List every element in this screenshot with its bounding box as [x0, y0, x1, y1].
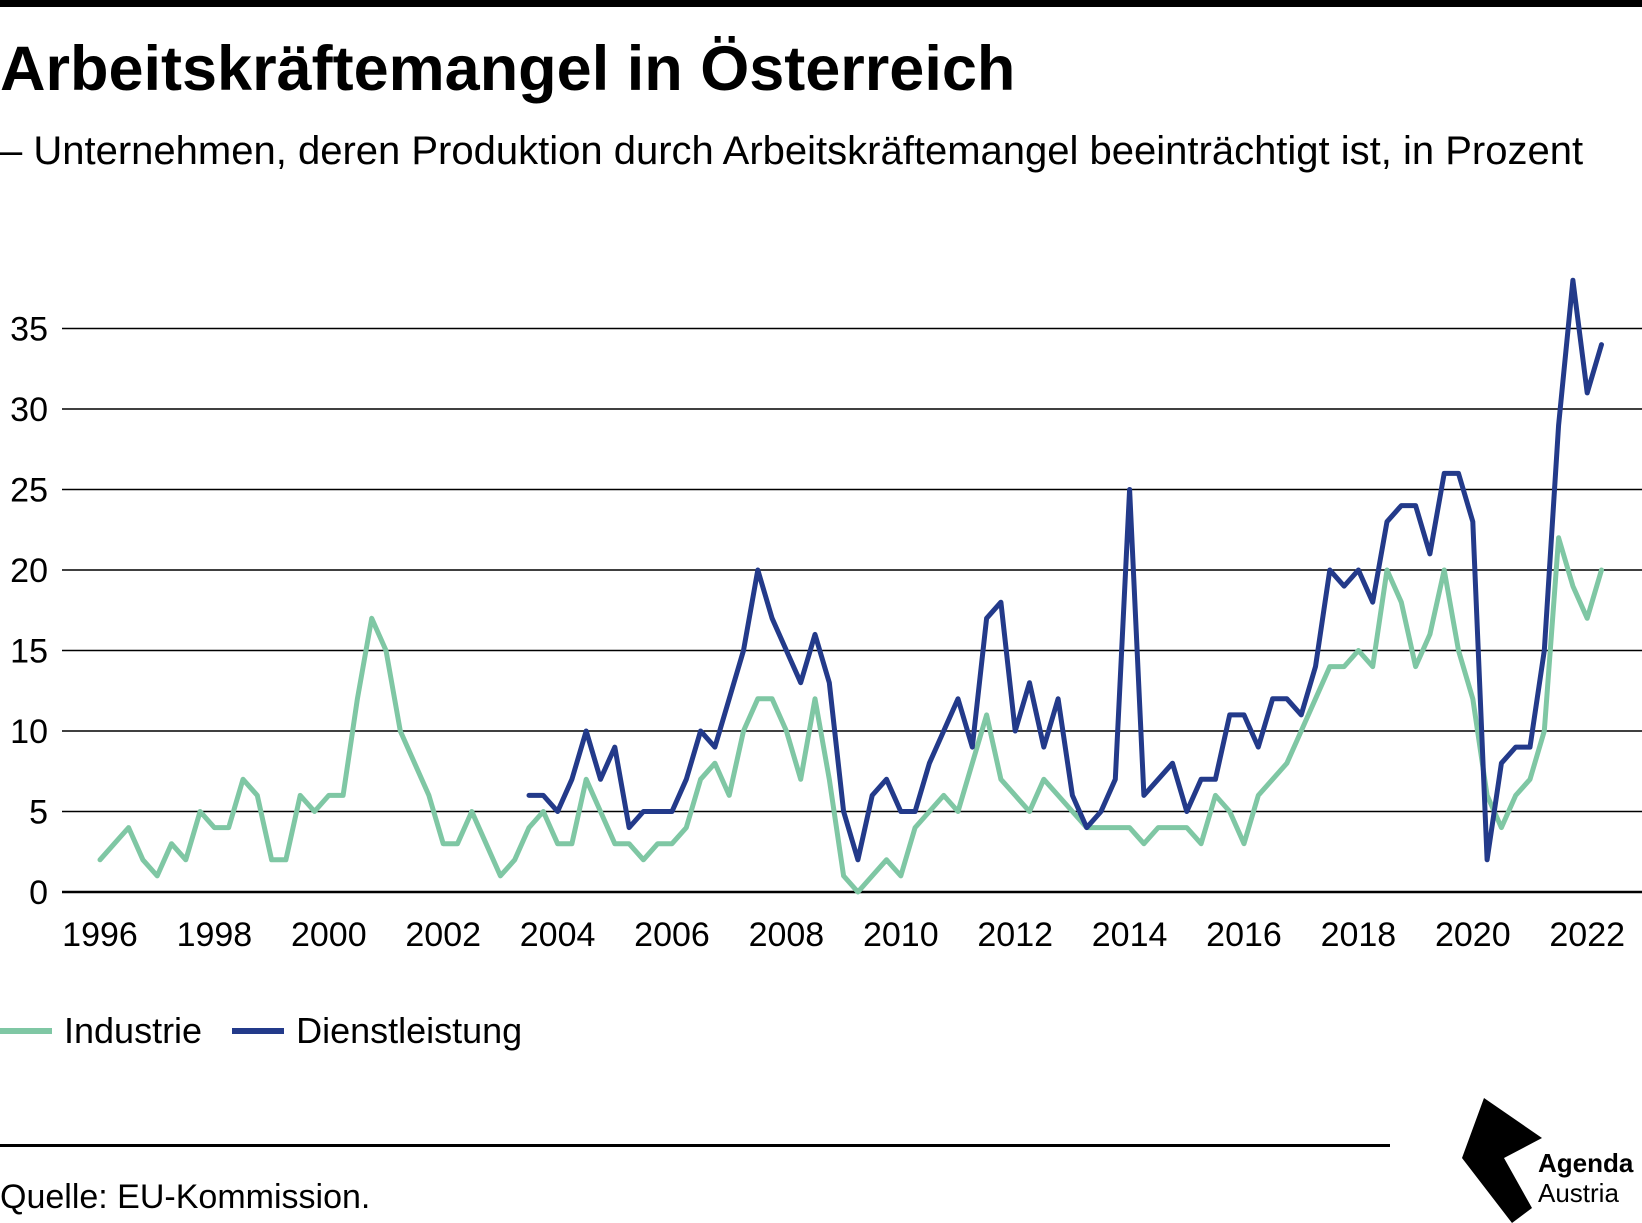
- series-line-industrie: [97, 535, 1604, 895]
- x-tick-label: 2002: [405, 916, 481, 954]
- source-note: Quelle: EU-Kommission.: [0, 1178, 371, 1216]
- chart-title: Arbeitskräftemangel in Österreich: [0, 34, 1016, 104]
- legend-label-industrie: Industrie: [64, 1010, 203, 1051]
- x-tick-label: 1996: [62, 916, 138, 954]
- y-tick-label: 35: [10, 311, 48, 349]
- chart-subtitle: – Unternehmen, deren Produktion durch Ar…: [0, 129, 1584, 173]
- x-tick-label: 2020: [1435, 916, 1511, 954]
- x-tick-label: 2014: [1092, 916, 1168, 954]
- logo-text-line2: Austria: [1538, 1178, 1619, 1208]
- legend: Industrie Dienstleistung: [0, 1005, 552, 1057]
- bottom-rule: [0, 1144, 1390, 1147]
- x-tick-label: 2022: [1549, 916, 1625, 954]
- y-tick-label: 5: [29, 794, 48, 832]
- legend-swatch-industrie: [0, 1028, 52, 1034]
- series-lines: [97, 277, 1604, 895]
- x-tick-label: 2018: [1321, 916, 1397, 954]
- line-chart: 0 5 10 15 20 25 30 35 1996 1998 2000 2002 2004 2006 2…: [10, 277, 1642, 954]
- top-rule: [0, 0, 1642, 7]
- x-tick-label: 2008: [749, 916, 825, 954]
- y-tick-label: 0: [29, 874, 48, 912]
- x-tick-label: 2004: [520, 916, 596, 954]
- x-tick-label: 2010: [863, 916, 939, 954]
- x-tick-label: 2016: [1206, 916, 1282, 954]
- legend-item-dienstleistung: Dienstleistung: [232, 1010, 522, 1052]
- x-tick-label: 2006: [634, 916, 710, 954]
- y-axis-ticks: 0 5 10 15 20 25 30 35: [10, 311, 48, 913]
- y-tick-label: 10: [10, 713, 48, 751]
- x-tick-label: 2000: [291, 916, 367, 954]
- x-axis-ticks: 1996 1998 2000 2002 2004 2006 2008 2010 2012 2014…: [62, 916, 1625, 954]
- legend-label-dienstleistung: Dienstleistung: [296, 1010, 523, 1051]
- series-line-dienstleistung: [526, 277, 1604, 863]
- logo-text-line1: Agenda: [1538, 1148, 1634, 1178]
- y-tick-label: 15: [10, 633, 48, 671]
- x-tick-label: 2012: [977, 916, 1053, 954]
- legend-swatch-dienstleistung: [232, 1028, 285, 1034]
- agenda-austria-logo-icon: [1462, 1098, 1542, 1223]
- x-tick-label: 1998: [177, 916, 253, 954]
- y-tick-label: 25: [10, 472, 48, 510]
- y-tick-label: 20: [10, 552, 48, 590]
- y-tick-label: 30: [10, 391, 48, 429]
- legend-item-industrie: Industrie: [0, 1010, 202, 1052]
